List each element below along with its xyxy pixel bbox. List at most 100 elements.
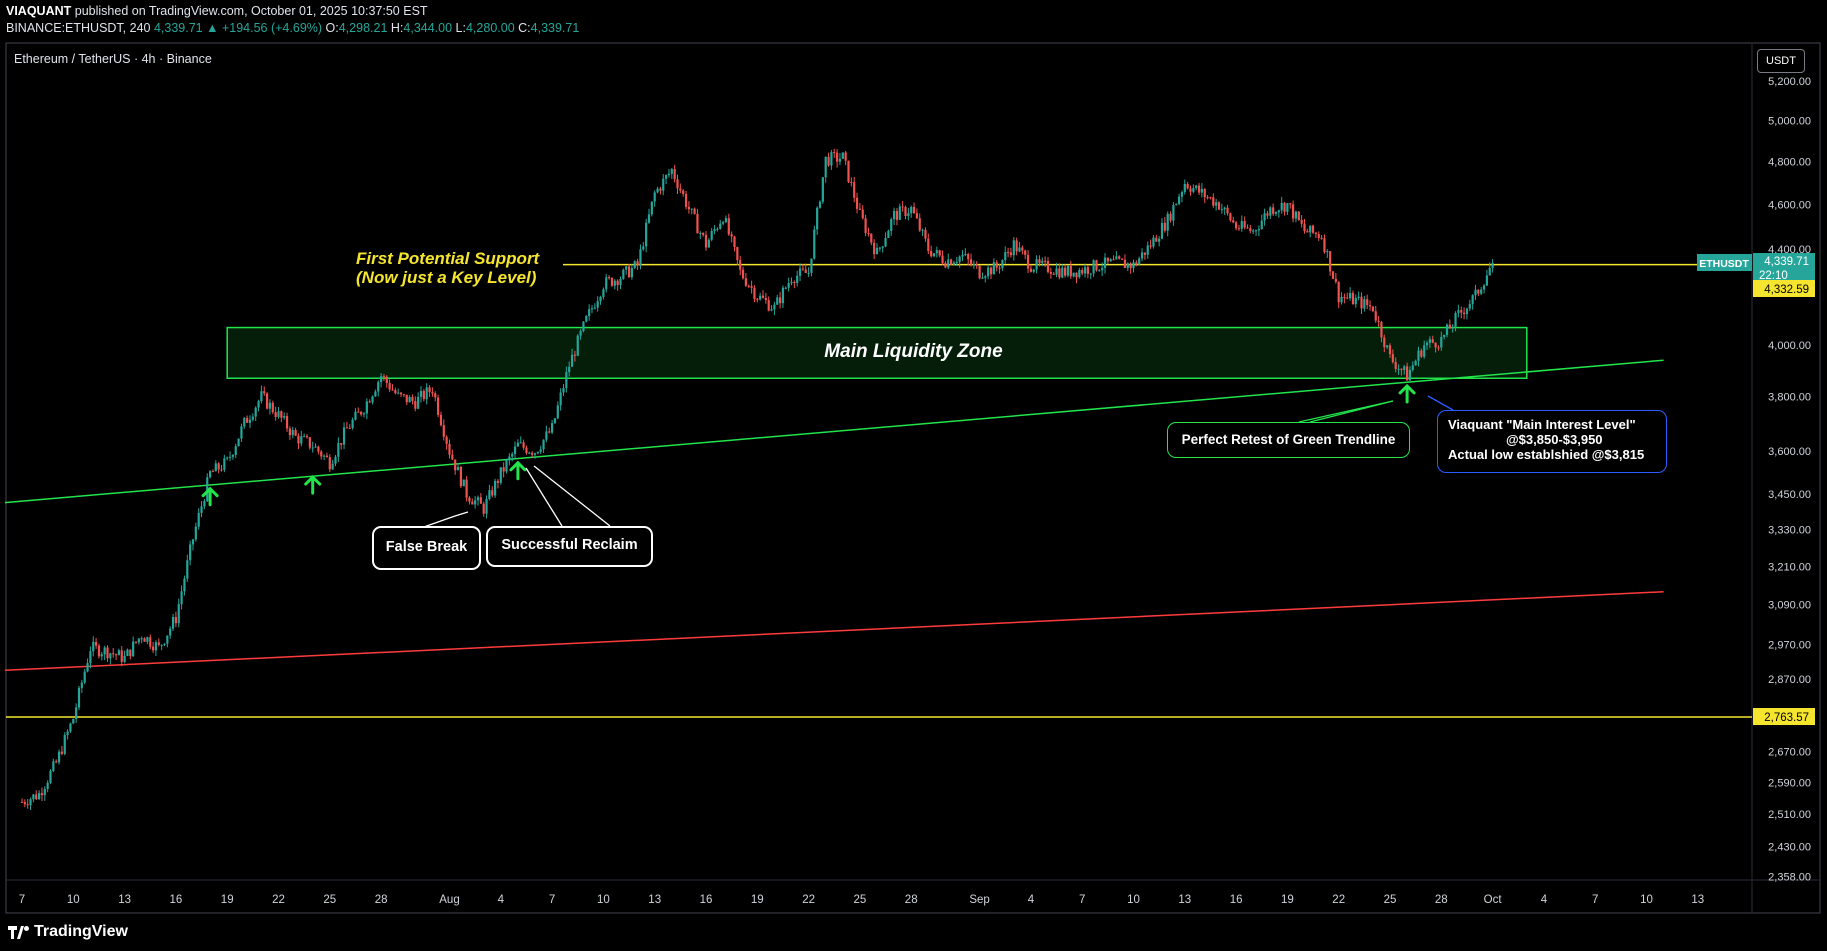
main-liquidity-zone-label: Main Liquidity Zone — [824, 341, 1003, 362]
candle — [508, 456, 511, 461]
candle — [1331, 271, 1335, 279]
candle — [536, 451, 539, 454]
y-tick-label: 2,970.00 — [1768, 640, 1811, 652]
candle — [636, 261, 639, 266]
candle — [303, 436, 306, 438]
candle — [559, 392, 562, 406]
candle — [870, 233, 873, 243]
candle — [821, 177, 824, 202]
candle — [137, 638, 140, 643]
candle — [1200, 189, 1203, 193]
candle — [263, 391, 266, 394]
candle — [816, 207, 819, 230]
candle — [354, 411, 357, 420]
candle — [348, 427, 351, 429]
x-tick-label: 28 — [1435, 894, 1448, 906]
candle — [345, 427, 348, 429]
candle — [1340, 296, 1343, 303]
candle — [1443, 334, 1446, 337]
candle — [1383, 337, 1386, 348]
y-tick-label: 2,670.00 — [1768, 747, 1811, 759]
candle — [72, 719, 75, 724]
candle — [442, 425, 445, 437]
candle — [1069, 266, 1072, 277]
candle — [1377, 320, 1380, 322]
candle — [251, 416, 254, 420]
candle — [924, 229, 927, 239]
yellow-level-tag: 4,332.59 — [1764, 284, 1809, 296]
y-tick-label: 4,800.00 — [1768, 157, 1811, 169]
candle — [1406, 366, 1409, 381]
candle — [704, 234, 708, 248]
x-tick-label: 13 — [118, 894, 131, 906]
candle — [1098, 270, 1101, 272]
candle — [659, 188, 662, 191]
candle — [1260, 220, 1263, 229]
candle — [1240, 221, 1243, 229]
symbol-title: Ethereum / TetherUS · 4h · Binance — [14, 52, 212, 66]
candle — [351, 419, 354, 428]
candle — [932, 253, 936, 257]
candle — [907, 213, 910, 217]
y-tick-label: 3,210.00 — [1768, 561, 1811, 573]
tradingview-logo[interactable]: TradingView — [8, 923, 128, 941]
candle — [209, 471, 212, 478]
candle — [1217, 202, 1221, 210]
candle — [1215, 202, 1218, 206]
candle — [89, 651, 92, 664]
x-tick-label: 4 — [498, 894, 505, 906]
candle — [719, 223, 722, 229]
trendline-retest-callout: Perfect Retest of Green Trendline — [1167, 422, 1410, 458]
candle — [1226, 207, 1229, 214]
currency-button[interactable]: USDT — [1757, 49, 1805, 73]
candle — [1414, 360, 1417, 366]
candle — [1403, 366, 1406, 370]
y-tick-label: 2,358.00 — [1768, 872, 1811, 884]
candle — [858, 208, 861, 210]
y-tick-label: 3,450.00 — [1768, 489, 1811, 501]
publisher-name[interactable]: VIAQUANT — [6, 4, 72, 18]
candle — [1309, 225, 1312, 233]
candle — [425, 387, 428, 400]
candle — [1038, 259, 1041, 263]
x-tick-label: 10 — [1640, 894, 1653, 906]
candle — [588, 309, 591, 316]
candle — [833, 152, 836, 154]
candle — [311, 447, 314, 449]
candle — [1465, 308, 1469, 315]
candle — [106, 647, 109, 659]
candle — [1166, 213, 1169, 231]
candle — [1232, 220, 1235, 223]
candle — [46, 782, 49, 789]
candle — [297, 435, 300, 444]
x-tick-label: 25 — [854, 894, 867, 906]
candle — [180, 591, 183, 605]
candle — [955, 261, 958, 263]
candle — [565, 372, 568, 389]
candle — [779, 297, 782, 304]
candle — [790, 282, 793, 284]
candle — [1349, 293, 1352, 299]
candle — [830, 152, 833, 166]
candle — [1249, 228, 1252, 232]
candle — [608, 277, 611, 279]
candle — [1374, 311, 1377, 321]
candle — [40, 793, 44, 796]
candle — [562, 388, 565, 393]
candle — [573, 354, 576, 356]
candle — [32, 794, 35, 800]
close-label: C: — [518, 21, 531, 35]
candle — [590, 308, 594, 310]
candle — [513, 446, 517, 454]
candle — [533, 453, 537, 455]
candle — [759, 295, 762, 300]
candle — [237, 438, 240, 447]
candle — [308, 437, 311, 448]
candle — [875, 247, 879, 255]
candle — [149, 637, 152, 647]
candle — [109, 653, 112, 659]
candle — [670, 169, 673, 174]
main-liquidity-zone — [226, 326, 1528, 379]
candle — [260, 391, 263, 402]
